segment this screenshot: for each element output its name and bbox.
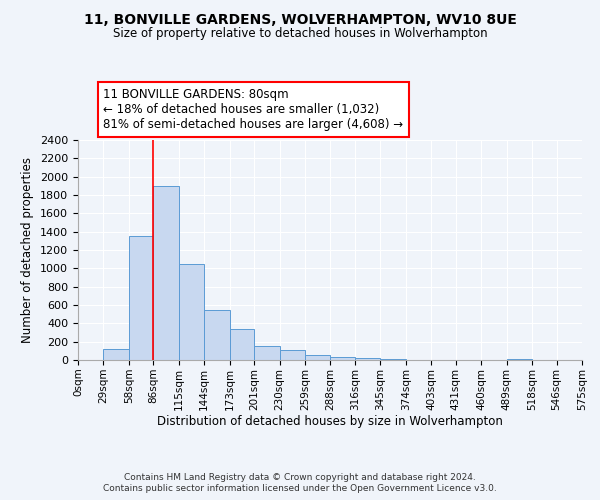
Y-axis label: Number of detached properties: Number of detached properties: [22, 157, 34, 343]
Text: 11 BONVILLE GARDENS: 80sqm
← 18% of detached houses are smaller (1,032)
81% of s: 11 BONVILLE GARDENS: 80sqm ← 18% of deta…: [103, 88, 404, 131]
Bar: [230, 329, 254, 360]
Bar: [179, 264, 204, 360]
Bar: [103, 348, 129, 360]
Bar: [280, 350, 305, 360]
Bar: [305, 354, 331, 360]
Text: 11, BONVILLE GARDENS, WOLVERHAMPTON, WV10 8UE: 11, BONVILLE GARDENS, WOLVERHAMPTON, WV1…: [83, 12, 517, 26]
Text: Contains public sector information licensed under the Open Government Licence v3: Contains public sector information licen…: [103, 484, 497, 493]
Bar: [331, 357, 355, 360]
Bar: [254, 346, 280, 360]
Text: Contains HM Land Registry data © Crown copyright and database right 2024.: Contains HM Land Registry data © Crown c…: [124, 472, 476, 482]
Bar: [129, 236, 154, 360]
Bar: [204, 310, 230, 360]
Bar: [154, 186, 179, 360]
Bar: [506, 358, 532, 360]
X-axis label: Distribution of detached houses by size in Wolverhampton: Distribution of detached houses by size …: [157, 416, 503, 428]
Bar: [355, 358, 380, 360]
Bar: [380, 359, 406, 360]
Text: Size of property relative to detached houses in Wolverhampton: Size of property relative to detached ho…: [113, 28, 487, 40]
